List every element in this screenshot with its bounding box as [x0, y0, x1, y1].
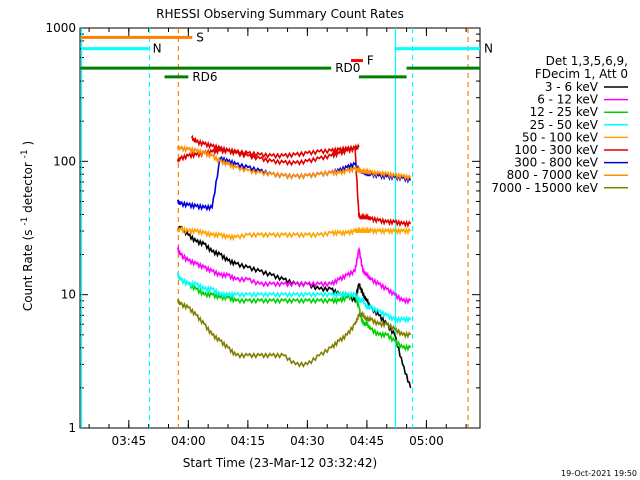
x-tick-label: 04:45: [350, 434, 385, 448]
ylabel-part-3: ): [21, 141, 35, 146]
series-line-segment: [190, 134, 360, 167]
legend-entry-label: 3 - 6 keV: [545, 80, 599, 94]
series-line: [176, 271, 412, 324]
x-tick-label: 04:30: [290, 434, 325, 448]
status-bar-label: N: [153, 42, 162, 56]
legend-entry-label: 25 - 50 keV: [530, 118, 599, 132]
x-axis-label: Start Time (23-Mar-12 03:32:42): [183, 456, 377, 470]
status-bar-label: RD0: [335, 61, 360, 75]
footer-timestamp: 19-Oct-2021 19:50: [561, 469, 637, 478]
series-line: [176, 299, 412, 368]
legend-header-2: FDecim 1, Att 0: [535, 67, 628, 81]
series-line: [176, 226, 412, 242]
legend-entry-label: 12 - 25 keV: [530, 105, 599, 119]
ylabel-part-1: Count Rate (s: [21, 229, 35, 311]
y-tick-label: 1000: [45, 21, 76, 35]
status-bar-label: F: [367, 54, 374, 68]
x-tick-label: 04:00: [171, 434, 206, 448]
x-tick-label: 05:00: [409, 434, 444, 448]
legend-entry-label: 800 - 7000 keV: [507, 168, 599, 182]
x-tick-label: 03:45: [112, 434, 147, 448]
status-bar-label: N: [484, 42, 493, 56]
series-line: [176, 144, 412, 228]
series-line: [176, 271, 412, 352]
ylabel-sup-2: -1: [20, 149, 30, 158]
series-line-segment: [176, 245, 190, 263]
legend-entry-label: 100 - 300 keV: [514, 143, 598, 157]
y-axis-label: Count Rate (s -1 detector -1 ): [16, 141, 35, 311]
svg-text:Count Rate (s -1: Count Rate (s -1 detector -1 ): [16, 141, 35, 311]
series-line: [176, 245, 412, 305]
series-line: [176, 155, 412, 212]
series-line: [176, 144, 412, 182]
legend: Det 1,3,5,6,9, FDecim 1, Att 0 3 - 6 keV…: [491, 54, 628, 195]
legend-entry-label: 6 - 12 keV: [537, 93, 599, 107]
y-tick-label: 1: [68, 421, 76, 435]
ylabel-part-2: detector: [21, 162, 35, 213]
plot-frame: [79, 27, 481, 429]
y-tick-label: 10: [61, 288, 76, 302]
status-bar-label: RD6: [192, 70, 217, 84]
legend-entry-label: 7000 - 15000 keV: [491, 181, 598, 195]
legend-header-1: Det 1,3,5,6,9,: [546, 54, 628, 68]
legend-entry-label: 50 - 100 keV: [522, 130, 599, 144]
plot-area: 1 10 100 1000 03:45 04:00 04:15 04:30 04:45 05:00…: [45, 21, 493, 448]
ylabel-sup-1: -1: [20, 217, 30, 226]
y-tick-label: 100: [53, 154, 76, 168]
status-bar-label: S: [196, 30, 204, 44]
x-tick-label: 04:15: [231, 434, 266, 448]
legend-entry-label: 300 - 800 keV: [514, 156, 598, 170]
chart-title: RHESSI Observing Summary Count Rates: [156, 7, 404, 21]
